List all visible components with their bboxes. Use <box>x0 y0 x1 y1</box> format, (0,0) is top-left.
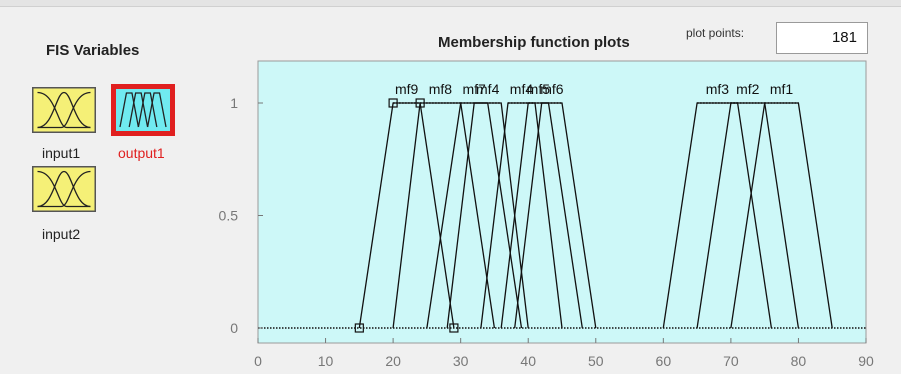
mf-line-mf2[interactable] <box>696 102 800 329</box>
plot-points-label: plot points: <box>686 26 745 40</box>
plot-points-input[interactable]: 181 <box>776 22 868 54</box>
output1-variable-box[interactable] <box>111 84 175 136</box>
x-tick-label: 10 <box>318 353 334 369</box>
input1-icon-frame <box>32 87 96 133</box>
input2-mf-glyph-icon <box>37 170 91 208</box>
x-tick-label: 60 <box>656 353 672 369</box>
mf-line-mf3[interactable] <box>662 102 773 329</box>
x-tick-label: 30 <box>453 353 469 369</box>
mf-vertex-handle[interactable] <box>415 98 425 108</box>
y-tick-label: 1 <box>230 95 238 111</box>
mf-line-mf4[interactable] <box>480 102 563 329</box>
mf-label: mf6 <box>540 81 564 97</box>
y-tick-label: 0.5 <box>219 208 239 224</box>
mf-label: mf4 <box>510 81 534 97</box>
x-tick-label: 80 <box>791 353 807 369</box>
mf-label: mf3 <box>706 81 730 97</box>
x-tick-label: 0 <box>254 353 262 369</box>
input1-variable-box[interactable] <box>32 87 96 133</box>
y-tick-label: 0 <box>230 320 238 336</box>
x-tick-label: 90 <box>858 353 874 369</box>
mf-label: mf1 <box>770 81 794 97</box>
mf-line-mf1[interactable] <box>730 102 833 329</box>
input2-variable-box[interactable] <box>32 166 96 212</box>
input1-mf-glyph-icon <box>37 91 91 129</box>
x-tick-label: 50 <box>588 353 604 369</box>
mf-label: mf4 <box>476 81 500 97</box>
mf-label: mf9 <box>395 81 419 97</box>
x-tick-label: 40 <box>520 353 536 369</box>
mf-vertex-handle[interactable] <box>388 98 398 108</box>
window-top-strip <box>0 0 901 7</box>
mf-label: mf8 <box>429 81 453 97</box>
output1-mf-glyph-icon <box>119 92 167 128</box>
mf-label: mf2 <box>736 81 760 97</box>
mf-label: mf5 <box>527 81 551 97</box>
mf-label: mf7 <box>463 81 487 97</box>
x-tick-label: 20 <box>385 353 401 369</box>
plot-area <box>257 60 867 344</box>
input2-label: input2 <box>42 226 81 242</box>
x-tick-label: 70 <box>723 353 739 369</box>
mf-vertex-handle[interactable] <box>354 323 364 333</box>
mf-line-mf8[interactable] <box>392 102 496 329</box>
mf-vertex-handle[interactable] <box>449 323 459 333</box>
plot-title: Membership function plots <box>438 34 630 51</box>
output1-label: output1 <box>118 145 165 161</box>
fis-variables-title: FIS Variables <box>46 42 140 59</box>
input1-label: input1 <box>42 145 81 161</box>
input2-icon-frame <box>32 166 96 212</box>
